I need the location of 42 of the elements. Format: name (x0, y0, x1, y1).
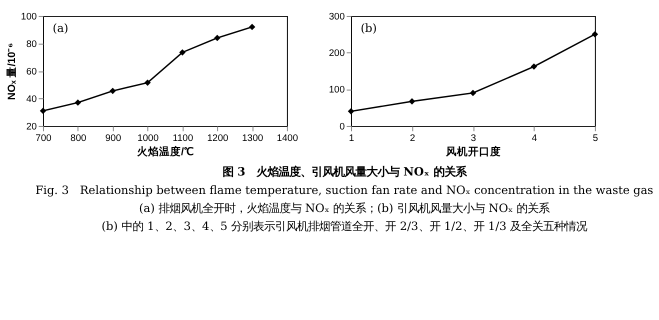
x-tick-label: 2 (410, 132, 416, 144)
point (348, 108, 354, 114)
text: (a) 排烟风机全开时，火焰温度与 NOₓ 的关系；(b) 引风机风量大小与 NOₓ 的关系 (139, 201, 550, 216)
y-tick-label: 100 (20, 11, 37, 22)
y-tick-label: 100 (328, 84, 345, 96)
point (592, 31, 598, 38)
x-axis-title: 风机开口度 (444, 145, 501, 158)
x-tick-label: 900 (105, 132, 122, 144)
point (74, 99, 82, 106)
x-tick-label: 1100 (172, 132, 194, 144)
x-tick-label: 4 (532, 132, 538, 144)
y-tick-label: 300 (328, 11, 345, 22)
caption: Fig. 3 Relationship between flame temperature, suction fan rate and NOₓ concentration in the waste gas (35, 182, 654, 197)
y-tick-label: 20 (26, 121, 37, 132)
point (530, 63, 538, 70)
y-tick-label: 40 (26, 94, 37, 105)
x-tick-label: 1400 (276, 132, 298, 144)
point (470, 90, 476, 96)
point (144, 79, 151, 86)
x-tick-label: 5 (592, 132, 598, 144)
point (110, 88, 116, 94)
x-tick-label: 1 (348, 132, 354, 144)
text: (b) 中的 1、2、3、4、5 分别表示引风机排烟管道全开、开 2/3、开 1/2、开 1/3 及全关五种情况 (101, 219, 588, 234)
point (40, 108, 46, 114)
x-tick-label: 700 (36, 132, 52, 144)
y-tick-label: 80 (26, 38, 37, 50)
y-tick-label: 0 (339, 121, 345, 132)
point (408, 98, 416, 105)
annotation: (a) (52, 21, 68, 36)
text: 图 3 火焰温度、引风机风量大小与 NOₓ 的关系 (222, 164, 468, 179)
point (248, 24, 256, 30)
x-tick-label: 1300 (242, 132, 264, 144)
x-tick-label: 1200 (207, 132, 228, 144)
x-tick-label: 3 (470, 132, 476, 144)
x-tick-label: 1000 (137, 132, 159, 144)
y-axis-title: NOₓ 量/10⁻⁶ (6, 42, 18, 100)
y-tick-label: 60 (26, 66, 37, 78)
x-tick-label: 800 (70, 132, 86, 144)
y-tick-label: 200 (328, 48, 345, 59)
point (179, 49, 186, 56)
annotation: (b) (360, 21, 377, 36)
x-axis-title: 火焰温度/℃ (137, 145, 194, 158)
